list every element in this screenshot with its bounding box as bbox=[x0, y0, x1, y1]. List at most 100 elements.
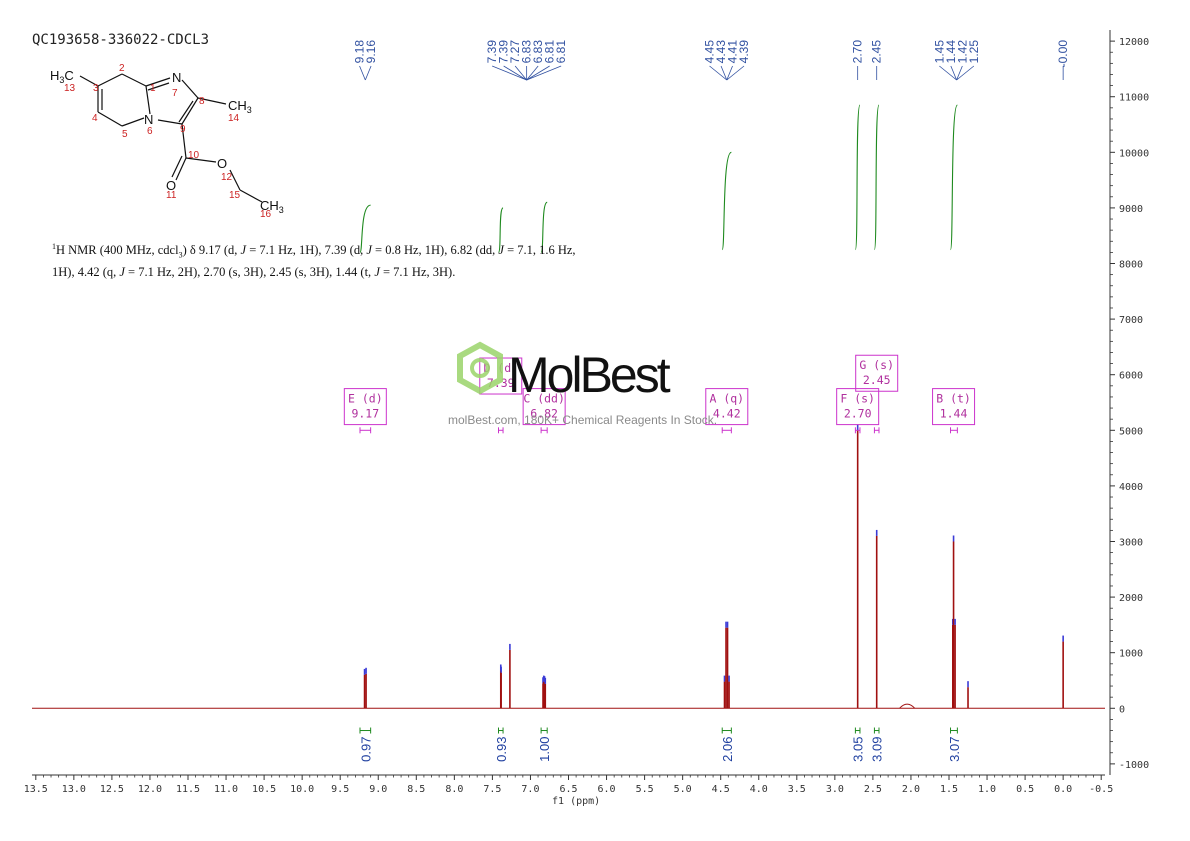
multiplet-label: A (q) bbox=[709, 392, 744, 406]
x-axis-label: f1 (ppm) bbox=[552, 796, 600, 807]
x-tick-label: 2.0 bbox=[902, 784, 920, 795]
integral-curve bbox=[497, 207, 504, 253]
peak-shift-label: 6.83 bbox=[520, 40, 534, 64]
peak-shift-label: 7.39 bbox=[485, 40, 499, 64]
watermark-brand: MolBest bbox=[508, 347, 671, 400]
peak-label-leader bbox=[359, 65, 366, 81]
peak-label-leader bbox=[726, 65, 733, 81]
integral-value: 3.07 bbox=[947, 737, 962, 762]
locant: 12 bbox=[221, 172, 233, 183]
x-tick-label: 10.0 bbox=[290, 784, 314, 795]
ring-icon bbox=[470, 358, 490, 378]
y-tick-label: 6000 bbox=[1119, 371, 1143, 382]
nmr-description: 1H NMR (400 MHz, cdcl3) δ 9.17 (d, J = 7… bbox=[52, 242, 576, 279]
peak-shift-label: 9.16 bbox=[364, 40, 378, 64]
x-tick-label: 13.0 bbox=[62, 784, 86, 795]
locant: 10 bbox=[188, 150, 200, 161]
multiplet-label: C (dd) bbox=[523, 392, 565, 406]
y-tick-label: 0 bbox=[1119, 704, 1125, 715]
x-tick-label: 0.0 bbox=[1054, 784, 1072, 795]
multiplet-box bbox=[836, 388, 880, 426]
molecule-bonds bbox=[79, 73, 263, 203]
locant: 13 bbox=[64, 83, 76, 94]
peak-shift-label: 1.25 bbox=[967, 40, 981, 64]
multiplet-box bbox=[343, 388, 387, 426]
atom-n-2: N bbox=[144, 112, 153, 127]
x-tick-label: 8.0 bbox=[445, 784, 463, 795]
x-tick-label: 0.5 bbox=[1016, 784, 1034, 795]
integral-layer: 0.97 0.93 1.00 2.06 3.05 3.09 3.07 bbox=[358, 104, 962, 762]
x-tick-label: 3.5 bbox=[788, 784, 806, 795]
integral-curve bbox=[359, 204, 371, 253]
y-tick-label: 12000 bbox=[1119, 37, 1149, 48]
x-tick-label: 12.0 bbox=[138, 784, 162, 795]
multiplet-label: B (t) bbox=[936, 392, 971, 406]
x-tick-label: 5.0 bbox=[674, 784, 692, 795]
locant: 16 bbox=[260, 209, 272, 220]
atom-h3c: H3C bbox=[50, 68, 74, 85]
watermark-tagline: molBest.com, 180K+ Chemical Reagents In … bbox=[448, 413, 718, 427]
y-tick-label: 7000 bbox=[1119, 315, 1143, 326]
peak-shift-label: 6.81 bbox=[554, 40, 568, 64]
multiplet-box bbox=[932, 388, 976, 426]
x-tick-label: -0.5 bbox=[1089, 784, 1113, 795]
integral-curve bbox=[873, 104, 880, 251]
y-tick-label: -1000 bbox=[1119, 760, 1149, 771]
peak-shift-label: 4.43 bbox=[714, 40, 728, 64]
y-tick-label: 9000 bbox=[1119, 204, 1143, 215]
peak-shift-label: 7.27 bbox=[508, 40, 522, 64]
atom-ch3-b: CH3 bbox=[260, 198, 284, 215]
x-tick-label: 4.5 bbox=[712, 784, 730, 795]
x-tick-label: 9.5 bbox=[331, 784, 349, 795]
locant: 14 bbox=[228, 113, 240, 124]
atom-n-1: N bbox=[172, 70, 181, 85]
integral-value: 0.93 bbox=[494, 737, 509, 762]
locant: 3 bbox=[93, 83, 99, 94]
peak-label-leader bbox=[364, 65, 372, 81]
multiplet-layer: E (d)9.17D (d)7.39C (dd)6.82A (q)4.42F (… bbox=[343, 354, 976, 434]
multiplet-shift: 1.44 bbox=[940, 407, 968, 421]
molecule-structure: H3C N N CH3 O O CH3 13 2 3 1 7 8 14 4 5 … bbox=[50, 63, 284, 220]
multiplet-shift: 2.70 bbox=[844, 407, 872, 421]
peak-shift-label: 4.45 bbox=[703, 40, 717, 64]
peak-shift-label: 4.39 bbox=[737, 40, 751, 64]
multiplet-shift: 9.17 bbox=[351, 407, 379, 421]
locant: 6 bbox=[147, 126, 153, 137]
peak-shift-label: 2.70 bbox=[851, 40, 865, 64]
y-tick-label: 3000 bbox=[1119, 537, 1143, 548]
multiplet-box bbox=[705, 388, 749, 426]
x-tick-label: 9.0 bbox=[369, 784, 387, 795]
locant: 11 bbox=[166, 190, 177, 201]
peak-shift-label: 7.39 bbox=[497, 40, 511, 64]
x-tick-label: 6.0 bbox=[598, 784, 616, 795]
atom-locants: 13 2 3 1 7 8 14 4 5 6 9 10 12 11 15 16 bbox=[64, 63, 272, 220]
x-tick-label: 1.5 bbox=[940, 784, 958, 795]
peak-label-leader bbox=[956, 65, 975, 81]
molbest-logo: MolBest bbox=[457, 341, 672, 400]
peak-shift-label: -0.00 bbox=[1056, 40, 1070, 68]
peak-label-leader bbox=[526, 65, 550, 81]
sample-id: QC193658-336022-CDCL3 bbox=[32, 32, 210, 48]
x-tick-label: 7.0 bbox=[521, 784, 539, 795]
spectrum-layer bbox=[32, 424, 1105, 709]
peak-shift-label: 1.45 bbox=[932, 40, 946, 64]
peak-shift-label: 1.42 bbox=[955, 40, 969, 64]
x-tick-label: 11.5 bbox=[176, 784, 200, 795]
y-tick-label: 1000 bbox=[1119, 649, 1143, 660]
peak-label-leader bbox=[956, 65, 963, 81]
atom-o-carbonyl: O bbox=[166, 178, 176, 193]
peak-label-leader bbox=[503, 65, 527, 81]
multiplet-shift: 4.42 bbox=[713, 407, 741, 421]
locant: 15 bbox=[229, 190, 241, 201]
integral-curve bbox=[854, 104, 861, 251]
y-tick-label: 4000 bbox=[1119, 482, 1143, 493]
locant: 5 bbox=[122, 129, 128, 140]
locant: 4 bbox=[92, 113, 98, 124]
x-tick-label: 1.0 bbox=[978, 784, 996, 795]
integral-curve bbox=[540, 201, 548, 253]
x-tick-label: 10.5 bbox=[252, 784, 276, 795]
integral-value: 2.06 bbox=[720, 737, 735, 762]
peak-label-leader bbox=[720, 65, 728, 81]
y-tick-label: 5000 bbox=[1119, 426, 1143, 437]
peak-label-leader bbox=[526, 65, 539, 81]
